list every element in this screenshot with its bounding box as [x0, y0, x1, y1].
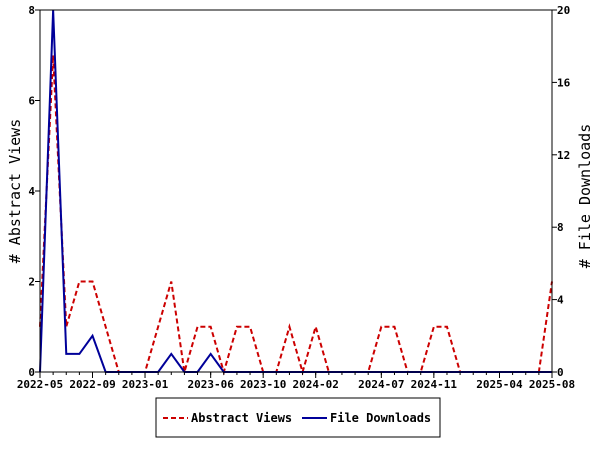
x-tick-label: 2023-01: [122, 378, 169, 391]
right-y-tick-label: 20: [557, 4, 570, 17]
x-tick-label: 2022-05: [17, 378, 63, 391]
legend-label-file-downloads: File Downloads: [330, 411, 431, 425]
left-y-tick-label: 2: [28, 276, 35, 289]
x-tick-label: 2023-10: [240, 378, 286, 391]
x-tick-label: 2024-11: [411, 378, 458, 391]
legend: Abstract Views File Downloads: [155, 397, 441, 438]
x-tick-label: 2023-06: [187, 378, 234, 391]
right-y-tick-label: 16: [557, 76, 571, 89]
x-tick-label: 2025-08: [529, 378, 575, 391]
axis-ticks: [35, 9, 557, 378]
legend-label-abstract-views: Abstract Views: [191, 411, 292, 425]
left-y-tick-label: 4: [28, 185, 35, 198]
x-tick-label: 2025-04: [476, 378, 523, 391]
left-axis-title: # Abstract Views: [6, 119, 24, 264]
tick-labels: 0 2 4 6 8 0 4 8 12 16 20 2022-05 2022-09 2023-01 2023-…: [17, 4, 575, 391]
right-axis-title: # File Downloads: [576, 124, 594, 269]
series-line-file-downloads: [39, 9, 552, 373]
x-tick-label: 2024-02: [293, 378, 339, 391]
series-layer: [39, 9, 553, 376]
left-y-tick-label: 8: [28, 4, 35, 17]
right-y-tick-label: 0: [557, 366, 564, 379]
x-tick-label: 2024-07: [358, 378, 404, 391]
right-y-tick-label: 4: [557, 294, 564, 307]
left-y-tick-label: 0: [28, 366, 35, 379]
plot-area-frame: [39, 9, 553, 373]
right-y-tick-label: 8: [557, 221, 564, 234]
right-y-tick-label: 12: [557, 149, 570, 162]
left-y-tick-label: 6: [28, 95, 35, 108]
series-line-abstract-views: [39, 55, 553, 376]
legend-box: [155, 397, 441, 438]
x-tick-label: 2022-09: [69, 378, 115, 391]
